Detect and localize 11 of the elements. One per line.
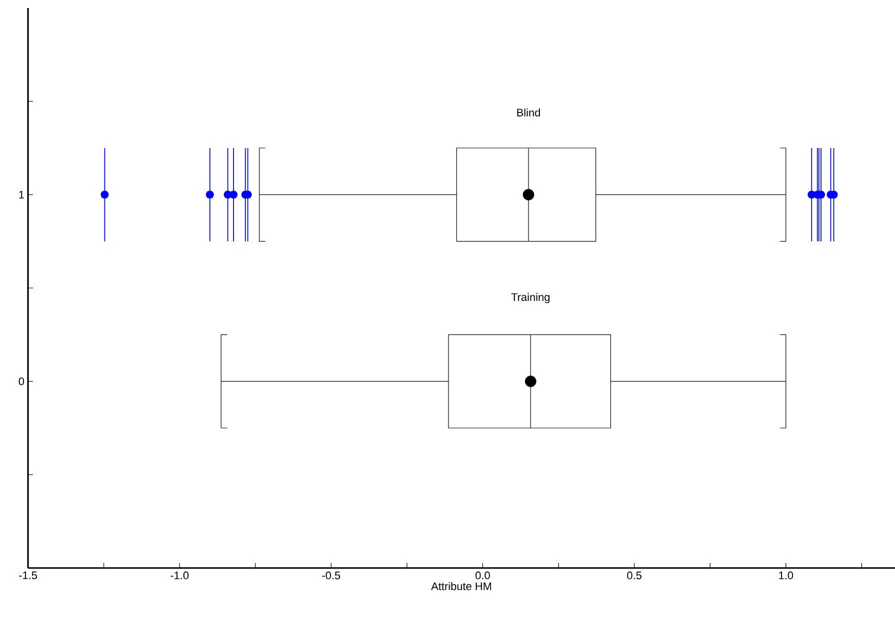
x-tick-label: 0.5 [627,572,642,580]
annotation: Training [511,292,550,304]
x-tick-label: 1.0 [779,572,794,580]
x-tick-label: -1.5 [19,572,37,580]
x-tick-label: -0.5 [322,572,340,580]
x-axis-title: Attribute HM [431,582,492,590]
x-tick-label: -1.0 [170,572,189,580]
y-tick-label: 0 [18,377,24,386]
x-tick-label: 0.0 [476,572,490,580]
y-tick-label: 1 [19,190,24,198]
annotation: Blind [517,108,540,116]
